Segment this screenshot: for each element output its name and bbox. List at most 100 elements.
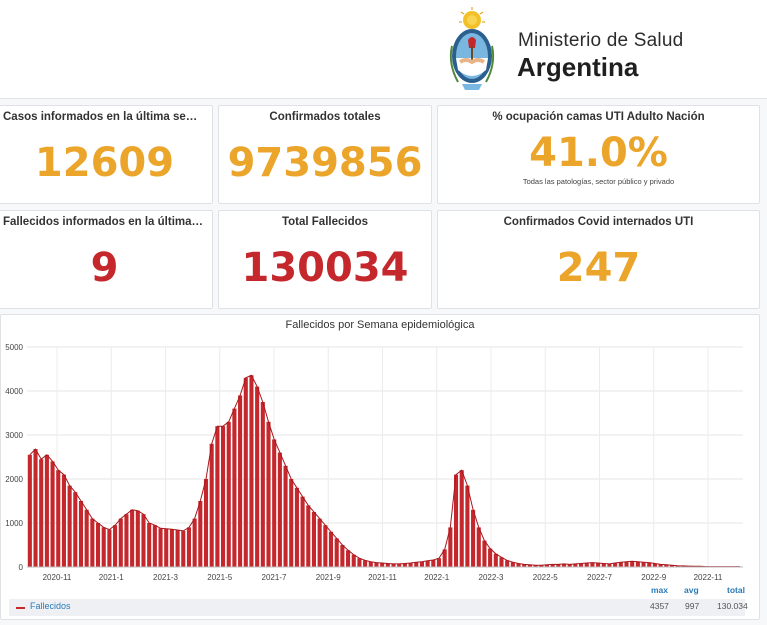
bar[interactable]: [442, 549, 447, 567]
bar[interactable]: [482, 540, 487, 567]
bar[interactable]: [351, 554, 356, 567]
bar[interactable]: [419, 561, 424, 567]
bar[interactable]: [505, 560, 510, 567]
bar[interactable]: [186, 527, 191, 567]
ministry-logo[interactable]: Ministerio de Salud Argentina: [446, 6, 696, 96]
bar[interactable]: [357, 558, 362, 567]
bar[interactable]: [510, 562, 515, 567]
bar[interactable]: [590, 562, 595, 567]
bar[interactable]: [681, 565, 686, 567]
bar[interactable]: [658, 564, 663, 567]
bar[interactable]: [277, 452, 282, 567]
bar[interactable]: [499, 557, 504, 567]
card-weekly-cases[interactable]: Casos informados en la última semana 126…: [0, 105, 213, 204]
bar[interactable]: [561, 563, 567, 567]
bar[interactable]: [203, 479, 209, 567]
bar[interactable]: [238, 395, 243, 567]
bar[interactable]: [675, 565, 680, 567]
bar[interactable]: [391, 563, 396, 567]
bar[interactable]: [73, 492, 78, 567]
bar[interactable]: [164, 528, 169, 567]
bar[interactable]: [408, 563, 413, 567]
bar[interactable]: [567, 564, 572, 567]
bar[interactable]: [414, 562, 419, 567]
bar[interactable]: [647, 562, 652, 567]
bar[interactable]: [471, 509, 476, 567]
bar[interactable]: [601, 563, 606, 567]
legend-item-fallecidos[interactable]: Fallecidos: [30, 601, 71, 611]
bar[interactable]: [198, 501, 203, 567]
bar[interactable]: [436, 558, 442, 567]
deaths-bar-chart[interactable]: 0 1000 2000 3000 4000 5000 2020-11 2021-1 2021-3…: [1, 337, 761, 617]
bar[interactable]: [169, 529, 174, 567]
bar[interactable]: [374, 562, 379, 567]
bar[interactable]: [596, 563, 601, 567]
bar[interactable]: [78, 501, 84, 567]
bar[interactable]: [613, 563, 618, 567]
bar[interactable]: [544, 564, 549, 567]
bar[interactable]: [67, 485, 72, 567]
bar[interactable]: [476, 527, 481, 567]
bar[interactable]: [493, 553, 498, 567]
bar[interactable]: [124, 514, 129, 567]
bar[interactable]: [556, 564, 561, 567]
bar[interactable]: [90, 518, 95, 567]
bar[interactable]: [221, 426, 226, 567]
bar[interactable]: [306, 505, 311, 567]
bar[interactable]: [317, 518, 322, 567]
bar[interactable]: [397, 563, 402, 567]
bar[interactable]: [380, 563, 385, 567]
bar[interactable]: [175, 530, 180, 567]
bar[interactable]: [579, 563, 584, 567]
bar[interactable]: [260, 402, 265, 567]
bar[interactable]: [368, 561, 373, 567]
bar[interactable]: [266, 421, 271, 567]
card-weekly-deaths[interactable]: Fallecidos informados en la última se...…: [0, 210, 213, 309]
bar[interactable]: [618, 562, 623, 567]
card-total-deaths[interactable]: Total Fallecidos 130034: [218, 210, 432, 309]
bar[interactable]: [340, 545, 345, 567]
bar[interactable]: [44, 454, 49, 567]
bar[interactable]: [328, 531, 334, 567]
bar[interactable]: [624, 561, 629, 567]
bar[interactable]: [141, 514, 146, 567]
bar[interactable]: [550, 564, 555, 567]
bar[interactable]: [323, 525, 328, 567]
bar[interactable]: [385, 563, 390, 567]
bar[interactable]: [607, 563, 612, 567]
bar[interactable]: [158, 528, 163, 567]
bar[interactable]: [61, 474, 66, 567]
bar[interactable]: [363, 560, 368, 567]
bar[interactable]: [311, 512, 317, 567]
bar[interactable]: [101, 527, 106, 567]
bar[interactable]: [130, 509, 135, 567]
bar[interactable]: [453, 474, 459, 567]
bar[interactable]: [669, 565, 675, 567]
bar[interactable]: [488, 548, 493, 567]
bar[interactable]: [39, 459, 44, 567]
bar[interactable]: [152, 525, 157, 567]
bar[interactable]: [50, 461, 55, 567]
card-icu-covid[interactable]: Confirmados Covid internados UTI 247: [437, 210, 760, 309]
bar[interactable]: [181, 530, 186, 567]
bar[interactable]: [522, 564, 527, 567]
bar[interactable]: [255, 386, 260, 567]
bar[interactable]: [630, 561, 635, 567]
bar[interactable]: [635, 561, 640, 567]
bar[interactable]: [425, 560, 430, 567]
bar[interactable]: [33, 449, 38, 567]
bar[interactable]: [289, 479, 294, 567]
bar[interactable]: [431, 559, 436, 567]
bar[interactable]: [294, 487, 299, 567]
bar[interactable]: [346, 550, 351, 567]
bar[interactable]: [243, 377, 248, 567]
bar[interactable]: [641, 562, 646, 567]
bar[interactable]: [226, 421, 231, 567]
card-icu-occupancy[interactable]: % ocupación camas UTI Adulto Nación 41.0…: [437, 105, 760, 204]
bar[interactable]: [584, 563, 589, 567]
bar[interactable]: [527, 564, 532, 567]
bar[interactable]: [232, 408, 237, 567]
bar[interactable]: [107, 529, 112, 567]
bar[interactable]: [516, 563, 521, 567]
bar[interactable]: [192, 518, 197, 567]
